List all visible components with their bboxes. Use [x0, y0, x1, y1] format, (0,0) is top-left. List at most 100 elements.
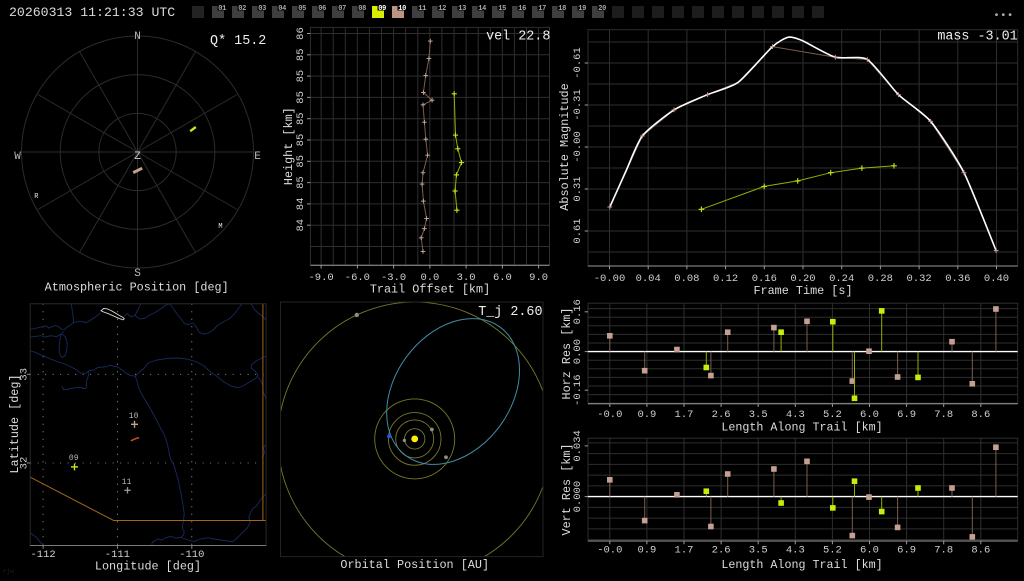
- svg-text:10: 10: [129, 412, 139, 421]
- svg-text:0.40: 0.40: [984, 273, 1009, 285]
- svg-text:86: 86: [295, 27, 307, 40]
- svg-text:Orbital Position [AU]: Orbital Position [AU]: [340, 558, 489, 572]
- svg-text:-6.0: -6.0: [345, 272, 370, 284]
- svg-text:1.7: 1.7: [675, 409, 694, 421]
- svg-text:85: 85: [295, 112, 307, 125]
- svg-text:0.04: 0.04: [636, 273, 661, 285]
- svg-text:4.3: 4.3: [786, 545, 805, 557]
- svg-text:0.16: 0.16: [752, 273, 777, 285]
- svg-text:6.9: 6.9: [897, 409, 916, 421]
- svg-text:0.32: 0.32: [906, 273, 931, 285]
- svg-text:8.6: 8.6: [971, 545, 990, 557]
- svg-text:3.0: 3.0: [457, 272, 476, 284]
- svg-text:Length Along Trail [km]: Length Along Trail [km]: [721, 421, 882, 435]
- svg-text:32: 32: [19, 457, 31, 470]
- svg-text:09: 09: [378, 5, 386, 13]
- svg-text:84: 84: [295, 219, 307, 232]
- svg-text:-0.00: -0.00: [572, 131, 584, 163]
- svg-text:3.5: 3.5: [749, 545, 768, 557]
- svg-text:Trail Offset [km]: Trail Offset [km]: [370, 283, 490, 297]
- svg-text:13: 13: [458, 5, 466, 13]
- svg-text:20: 20: [598, 5, 606, 13]
- svg-text:0.00: 0.00: [572, 339, 584, 364]
- svg-text:15: 15: [498, 5, 506, 13]
- svg-text:01: 01: [218, 5, 226, 13]
- svg-text:05: 05: [298, 5, 306, 13]
- svg-text:0.24: 0.24: [829, 273, 854, 285]
- svg-text:Vert Res [km]: Vert Res [km]: [560, 443, 574, 535]
- svg-text:Z: Z: [134, 151, 141, 163]
- svg-text:Horz Res [km]: Horz Res [km]: [560, 307, 574, 399]
- svg-text:84: 84: [295, 198, 307, 211]
- svg-text:vel 22.8: vel 22.8: [486, 30, 550, 45]
- svg-text:rjw: rjw: [3, 568, 14, 575]
- svg-text:6.0: 6.0: [860, 409, 879, 421]
- svg-text:85: 85: [295, 134, 307, 147]
- svg-text:M: M: [218, 223, 222, 231]
- svg-text:W: W: [14, 151, 21, 163]
- svg-text:0.16: 0.16: [572, 299, 584, 324]
- svg-text:11: 11: [418, 5, 426, 13]
- svg-text:mass -3.01: mass -3.01: [937, 30, 1017, 45]
- svg-text:2.6: 2.6: [712, 545, 731, 557]
- svg-text:R: R: [34, 193, 39, 201]
- svg-text:-0.31: -0.31: [572, 89, 584, 121]
- svg-text:0.9: 0.9: [637, 409, 656, 421]
- svg-text:11: 11: [122, 478, 132, 487]
- svg-text:0.12: 0.12: [713, 273, 738, 285]
- svg-text:14: 14: [478, 5, 486, 13]
- svg-text:Frame Time [s]: Frame Time [s]: [753, 284, 852, 298]
- svg-text:0.000: 0.000: [572, 481, 584, 513]
- svg-text:-0.0: -0.0: [597, 409, 622, 421]
- svg-text:7.8: 7.8: [934, 409, 953, 421]
- svg-text:1.7: 1.7: [675, 545, 694, 557]
- svg-text:-0.61: -0.61: [572, 47, 584, 79]
- svg-text:Absolute Magnitude: Absolute Magnitude: [558, 83, 572, 210]
- svg-text:0.20: 0.20: [790, 273, 815, 285]
- svg-text:04: 04: [278, 5, 286, 13]
- svg-text:0.9: 0.9: [637, 545, 656, 557]
- svg-text:17: 17: [538, 5, 546, 13]
- svg-text:08: 08: [358, 5, 366, 13]
- svg-text:4.3: 4.3: [786, 409, 805, 421]
- svg-text:6.0: 6.0: [860, 545, 879, 557]
- svg-text:0.31: 0.31: [572, 176, 584, 201]
- svg-text:T_j 2.60: T_j 2.60: [478, 305, 542, 320]
- svg-text:07: 07: [338, 5, 346, 13]
- svg-text:3.5: 3.5: [749, 409, 768, 421]
- svg-text:85: 85: [295, 48, 307, 61]
- svg-text:85: 85: [295, 155, 307, 168]
- svg-text:6.0: 6.0: [493, 272, 512, 284]
- svg-text:E: E: [254, 151, 261, 163]
- svg-text:Q* 15.2: Q* 15.2: [210, 34, 266, 49]
- svg-text:6.9: 6.9: [897, 545, 916, 557]
- svg-text:-0.00: -0.00: [594, 273, 626, 285]
- svg-text:0.08: 0.08: [674, 273, 699, 285]
- svg-text:10: 10: [398, 5, 406, 13]
- svg-text:18: 18: [558, 5, 566, 13]
- svg-text:9.0: 9.0: [529, 272, 548, 284]
- svg-text:12: 12: [438, 5, 446, 13]
- svg-text:19: 19: [578, 5, 586, 13]
- svg-text:-0.16: -0.16: [572, 374, 584, 406]
- svg-text:85: 85: [295, 176, 307, 189]
- svg-text:0.61: 0.61: [572, 218, 584, 243]
- svg-text:2.6: 2.6: [712, 409, 731, 421]
- svg-text:0.36: 0.36: [945, 273, 970, 285]
- svg-text:02: 02: [238, 5, 246, 13]
- svg-text:Latitude [deg]: Latitude [deg]: [8, 374, 22, 473]
- svg-text:03: 03: [258, 5, 266, 13]
- svg-text:Atmospheric Position [deg]: Atmospheric Position [deg]: [45, 281, 229, 295]
- svg-text:85: 85: [295, 91, 307, 104]
- svg-text:0.28: 0.28: [868, 273, 893, 285]
- svg-text:33: 33: [19, 368, 31, 381]
- svg-text:5.2: 5.2: [823, 545, 842, 557]
- svg-text:-9.0: -9.0: [308, 272, 333, 284]
- svg-text:Longitude [deg]: Longitude [deg]: [95, 560, 201, 574]
- svg-text:8.6: 8.6: [971, 409, 990, 421]
- svg-text:Length Along Trail [km]: Length Along Trail [km]: [721, 558, 882, 572]
- svg-text:0.0: 0.0: [420, 272, 439, 284]
- svg-text:09: 09: [69, 454, 79, 463]
- svg-text:16: 16: [518, 5, 526, 13]
- svg-text:7.8: 7.8: [934, 545, 953, 557]
